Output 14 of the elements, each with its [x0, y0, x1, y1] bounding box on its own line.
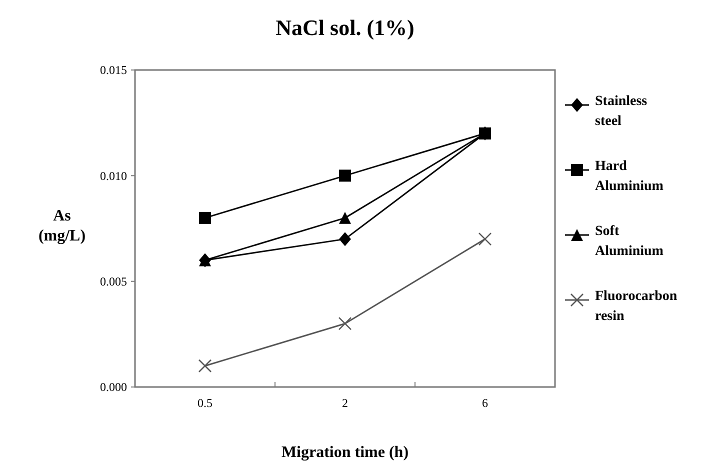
x-tick-label: 0.5 [198, 396, 212, 410]
x-tick-label: 2 [342, 396, 348, 410]
chart-title: NaCl sol. (1%) [276, 15, 414, 40]
legend-label: Fluorocarbon resin [595, 289, 678, 324]
y-tick-label: 0.005 [100, 274, 127, 289]
legend-label: Stainless steel [595, 94, 648, 129]
x-tick-label: 6 [482, 396, 488, 410]
y-tick-label: 0.000 [100, 380, 127, 394]
y-tick-label: 0.010 [100, 168, 127, 183]
y-axis-title: As (mg/L) [38, 208, 86, 244]
legend-label: Soft Aluminium [595, 224, 664, 259]
legend-label: Hard Aluminium [595, 159, 664, 194]
y-tick-label: 0.015 [100, 63, 127, 78]
x-axis-title: Migration time (h) [281, 444, 409, 461]
